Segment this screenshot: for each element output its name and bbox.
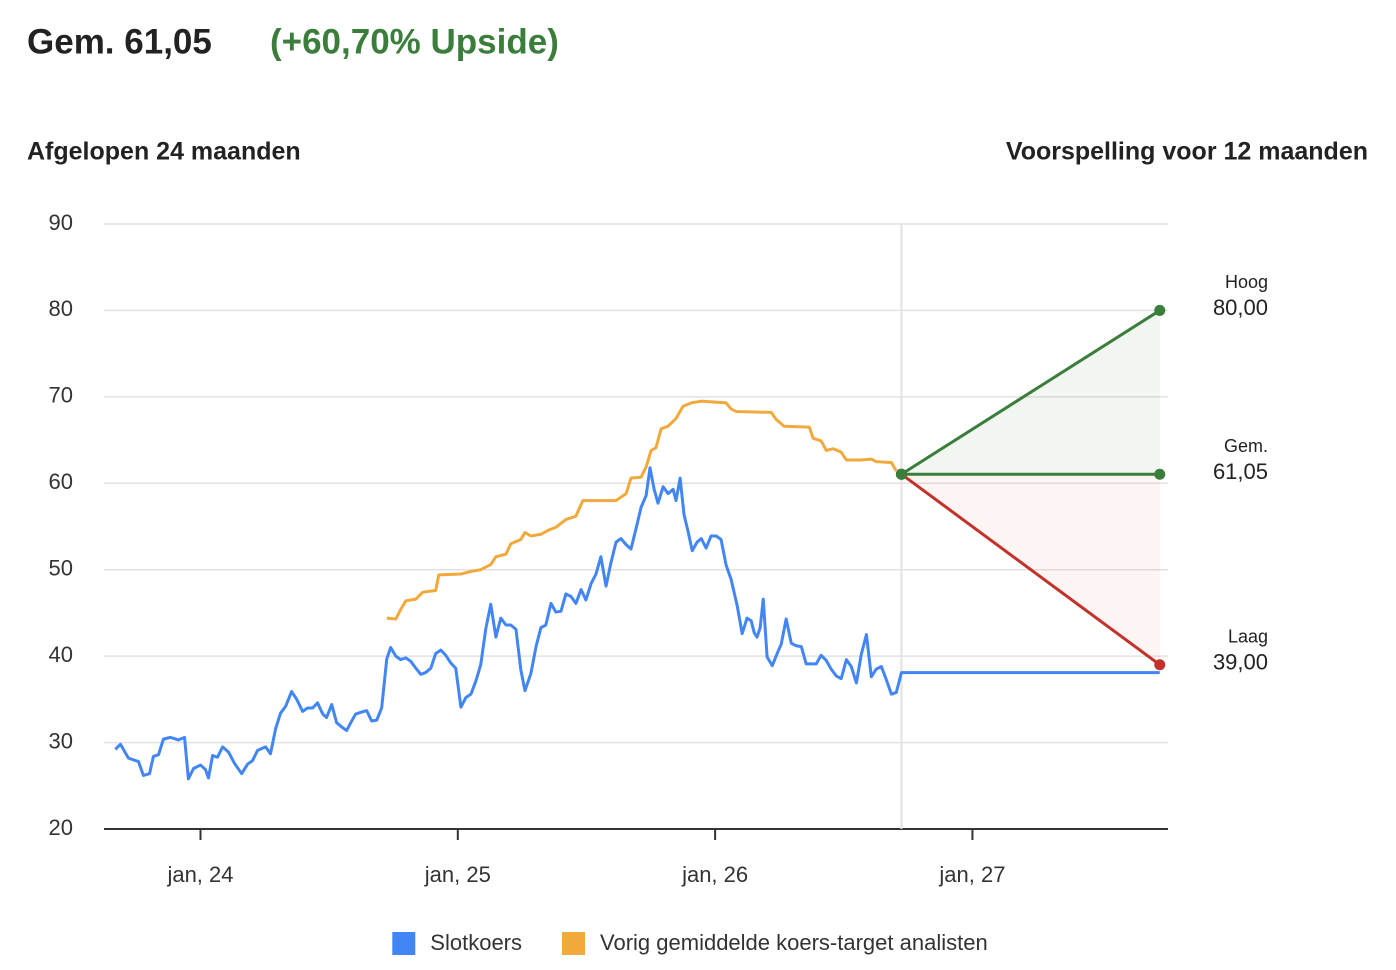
right-heading: Voorspelling voor 12 maanden [1006,138,1368,166]
y-tick-label: 20 [49,815,73,840]
x-tick-label: jan, 24 [166,862,233,887]
forecast-value: 80,00 [1213,295,1268,320]
y-tick-label: 40 [49,642,73,667]
legend-label: Slotkoers [430,930,522,955]
x-tick-label: jan, 26 [681,862,748,887]
y-tick-label: 30 [49,728,73,753]
x-tick-label: jan, 25 [424,862,491,887]
forecast-point [1154,304,1166,316]
y-tick-label: 80 [49,296,73,321]
series-line [114,466,1160,781]
forecast-point [895,468,907,480]
forecast-name: Laag [1228,627,1268,647]
legend-label: Vorig gemiddelde koers-target analisten [600,930,988,955]
forecast-name: Gem. [1224,436,1268,456]
chart-subtitle: (+60,70% Upside) [270,22,559,61]
forecast-value: 61,05 [1213,459,1268,484]
forecast-point [1154,659,1166,671]
x-tick-label: jan, 27 [938,862,1005,887]
y-tick-label: 70 [49,383,73,408]
left-heading: Afgelopen 24 maanden [27,138,301,166]
y-tick-label: 60 [49,469,73,494]
forecast-value: 39,00 [1213,650,1268,675]
y-tick-label: 50 [49,556,73,581]
forecast-name: Hoog [1225,272,1268,292]
y-tick-label: 90 [49,210,73,235]
chart-title: Gem. 61,05 [27,22,212,61]
series-line [386,399,898,621]
series-line [900,309,1161,476]
forecast-point [1154,468,1166,480]
legend-swatch [392,932,416,955]
series-line [900,473,1161,666]
legend-swatch [562,932,586,955]
